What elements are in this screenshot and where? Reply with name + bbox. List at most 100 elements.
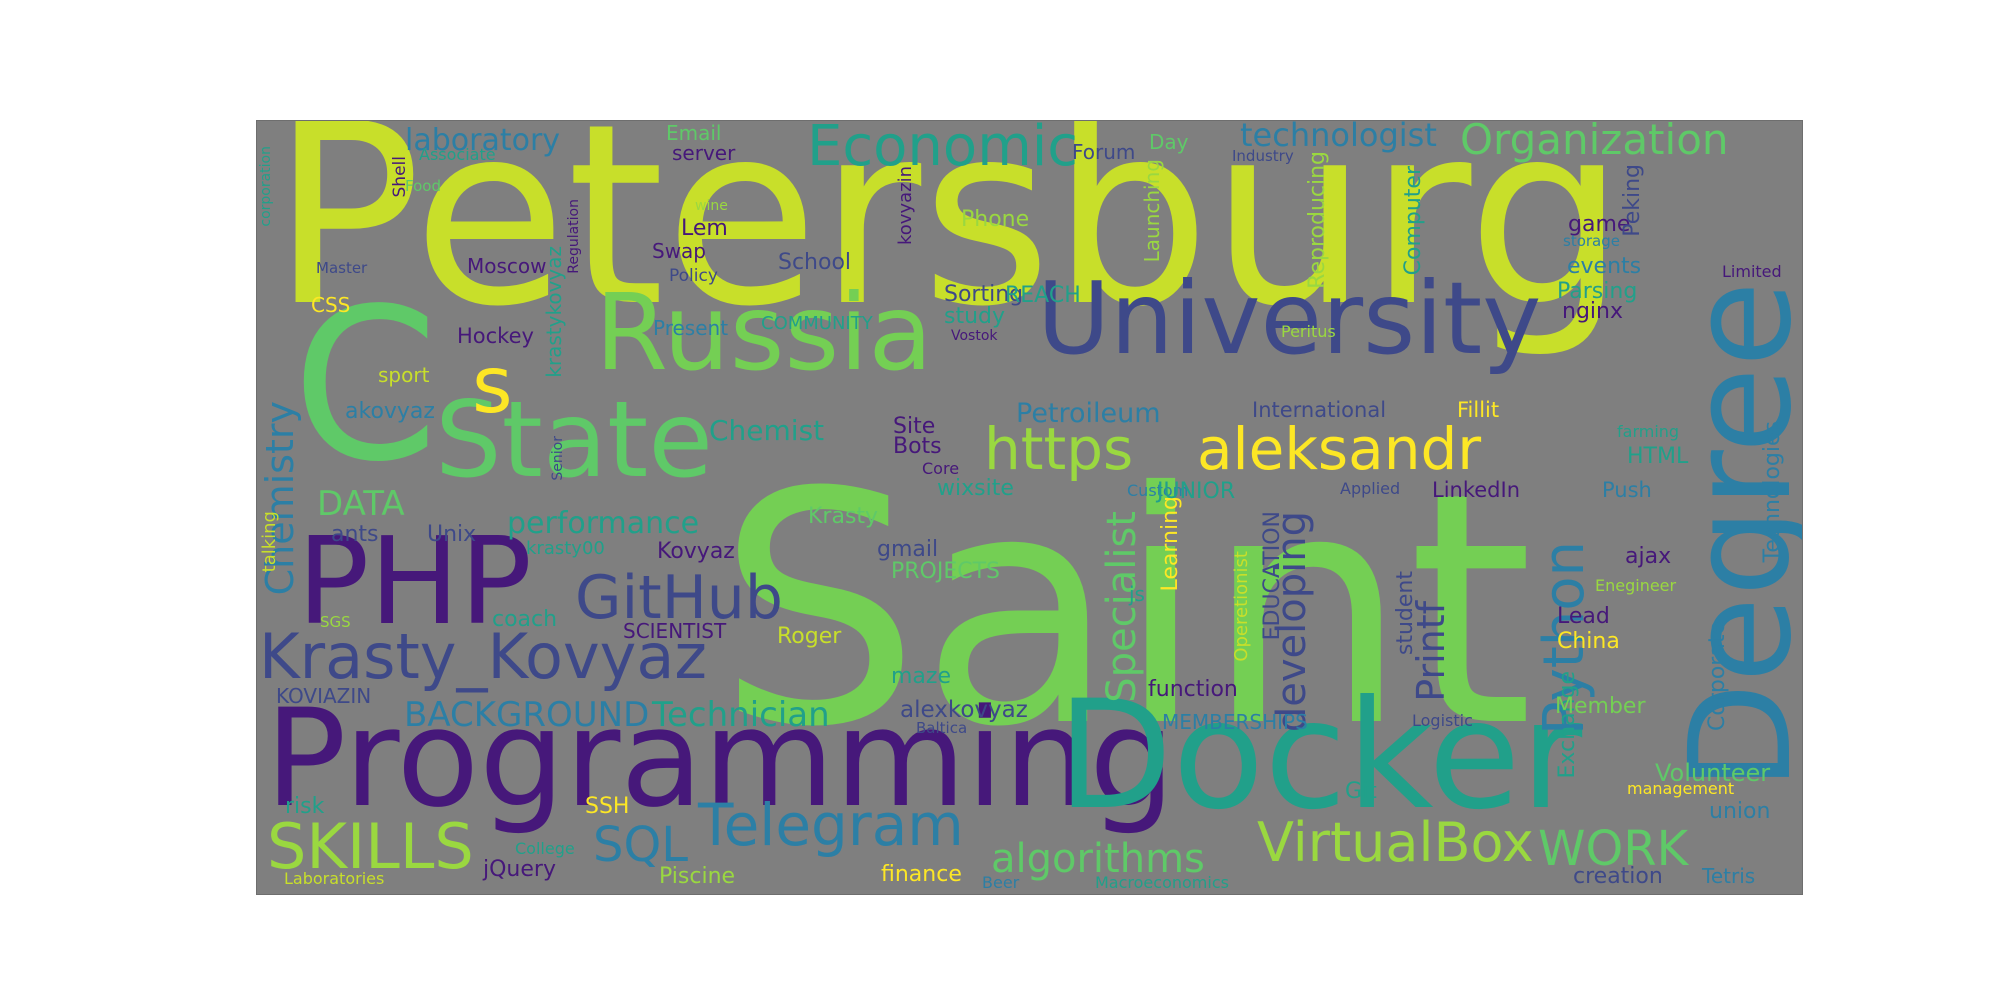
word-risk: risk bbox=[285, 794, 325, 819]
word-policy: Policy bbox=[669, 266, 718, 286]
word-projects: PROJECTS bbox=[891, 559, 1001, 584]
word-peking: Peking bbox=[1620, 164, 1645, 237]
word-algorithms: algorithms bbox=[991, 836, 1205, 882]
word-sgs: SGS bbox=[320, 613, 351, 631]
word-html: HTML bbox=[1627, 444, 1689, 469]
word-launching: Launching bbox=[1140, 159, 1164, 263]
word-custom: Custom bbox=[1127, 481, 1189, 500]
word-function: function bbox=[1148, 677, 1238, 702]
word-economic: Economic bbox=[807, 120, 1079, 179]
word-fillit: Fillit bbox=[1457, 398, 1500, 422]
word-state: State bbox=[435, 379, 713, 501]
word-https: https bbox=[984, 415, 1134, 483]
word-limited: Limited bbox=[1722, 262, 1782, 281]
word-lem: Lem bbox=[681, 216, 728, 241]
word-farming: farming bbox=[1617, 422, 1680, 441]
word-c: C bbox=[292, 263, 439, 508]
word-linkedin: LinkedIn bbox=[1432, 478, 1521, 502]
word-beer: Beer bbox=[982, 873, 1020, 892]
word-saint: Saint bbox=[717, 425, 1534, 797]
word-technologist: technologist bbox=[1240, 120, 1437, 154]
word-tetris: Tetris bbox=[1702, 864, 1756, 888]
word-email: Email bbox=[666, 121, 722, 145]
word-laboratories: Laboratories bbox=[284, 869, 385, 888]
word-enegineer: Enegineer bbox=[1595, 576, 1677, 595]
word-alexkovyaz: alexkovyaz bbox=[900, 697, 1028, 723]
word-work: WORK bbox=[1538, 821, 1689, 877]
word-krasty: Krasty bbox=[808, 504, 879, 529]
word-gmail: gmail bbox=[877, 537, 939, 562]
word-git: Git bbox=[1345, 779, 1377, 804]
word-operetionist: Operetionist bbox=[1231, 551, 1252, 662]
word-vostok: Vostok bbox=[951, 328, 998, 344]
word-creation: creation bbox=[1573, 864, 1663, 889]
word-scientist: SCIENTIST bbox=[623, 619, 727, 643]
word-technician: Technician bbox=[652, 695, 830, 735]
word-international: International bbox=[1252, 398, 1387, 422]
word-finance: finance bbox=[881, 862, 962, 887]
word-wine: wine bbox=[695, 198, 728, 214]
word-peritus: Peritus bbox=[1281, 322, 1336, 341]
word-lead: Lead bbox=[1557, 604, 1610, 629]
word-industry: Industry bbox=[1232, 147, 1294, 165]
word-corporation: corporation bbox=[258, 146, 274, 227]
word-swap: Swap bbox=[652, 239, 707, 263]
word-ssh: SSH bbox=[585, 794, 630, 819]
word-laboratory: laboratory bbox=[405, 123, 561, 158]
word-petersburg: Petersburg bbox=[271, 120, 1626, 361]
word-akovyaz: akovyaz bbox=[345, 399, 435, 424]
word-server: server bbox=[672, 141, 736, 165]
word-unix: Unix bbox=[427, 522, 477, 547]
word-sport: sport bbox=[378, 363, 430, 387]
word-docker: Docker bbox=[1057, 669, 1583, 843]
word-bots: Bots bbox=[893, 434, 942, 459]
word-talking: talking bbox=[259, 511, 280, 573]
word-management: management bbox=[1627, 779, 1735, 798]
word-s: s bbox=[472, 341, 513, 431]
word-performance: performance bbox=[507, 506, 700, 541]
word-corporate: Corporate bbox=[1705, 621, 1730, 731]
word-kovyazin: kovyazin bbox=[895, 166, 916, 245]
word-core: Core bbox=[922, 459, 960, 478]
word-master: Master bbox=[316, 259, 368, 277]
word-css: CSS bbox=[311, 293, 351, 317]
word-university: University bbox=[1037, 260, 1542, 377]
word-hockey: Hockey bbox=[457, 324, 534, 348]
word-senior: Senior bbox=[550, 436, 566, 481]
word-volunteer: Volunteer bbox=[1655, 759, 1771, 787]
word-krastykovyaz: krastykovyaz bbox=[542, 246, 566, 378]
word-koviazin: KOVIAZIN bbox=[276, 684, 372, 708]
word-day: Day bbox=[1149, 130, 1189, 154]
word-wixsite: wixsite bbox=[937, 476, 1014, 501]
word-specialist: Specialist bbox=[1099, 511, 1145, 703]
word-js: js bbox=[1129, 582, 1145, 606]
word-petroileum: Petroileum bbox=[1016, 398, 1161, 429]
word-maze: maze bbox=[891, 664, 951, 689]
word-data: DATA bbox=[317, 484, 405, 524]
word-events: events bbox=[1567, 254, 1642, 279]
word-game: game bbox=[1568, 212, 1631, 237]
word-phone: Phone bbox=[961, 207, 1030, 232]
word-applied: Applied bbox=[1340, 479, 1401, 498]
word-ajax: ajax bbox=[1625, 544, 1672, 569]
word-telegram: Telegram bbox=[698, 791, 964, 859]
word-roger: Roger bbox=[777, 624, 842, 649]
word-union: union bbox=[1709, 799, 1771, 824]
word-learning: Learning bbox=[1158, 496, 1183, 592]
word-member: Member bbox=[1555, 694, 1646, 719]
word-regulation: Regulation bbox=[566, 199, 582, 274]
word-push: Push bbox=[1602, 478, 1652, 502]
word-ants: ants bbox=[331, 522, 379, 547]
word-aleksandr: aleksandr bbox=[1197, 415, 1482, 483]
word-piscine: Piscine bbox=[659, 864, 736, 889]
word-china: China bbox=[1557, 629, 1620, 654]
word-community: COMMUNITY bbox=[761, 313, 873, 334]
word-exchange: Exchange bbox=[1555, 671, 1580, 779]
word-sql: SQL bbox=[593, 817, 688, 873]
word-background: BACKGROUND bbox=[404, 695, 650, 735]
word-krasty-kovyaz: Krasty_Kovyaz bbox=[259, 620, 707, 693]
word-computer: Computer bbox=[1401, 166, 1426, 276]
word-baltica: Baltica bbox=[916, 719, 968, 737]
word-russia: Russia bbox=[595, 272, 933, 394]
